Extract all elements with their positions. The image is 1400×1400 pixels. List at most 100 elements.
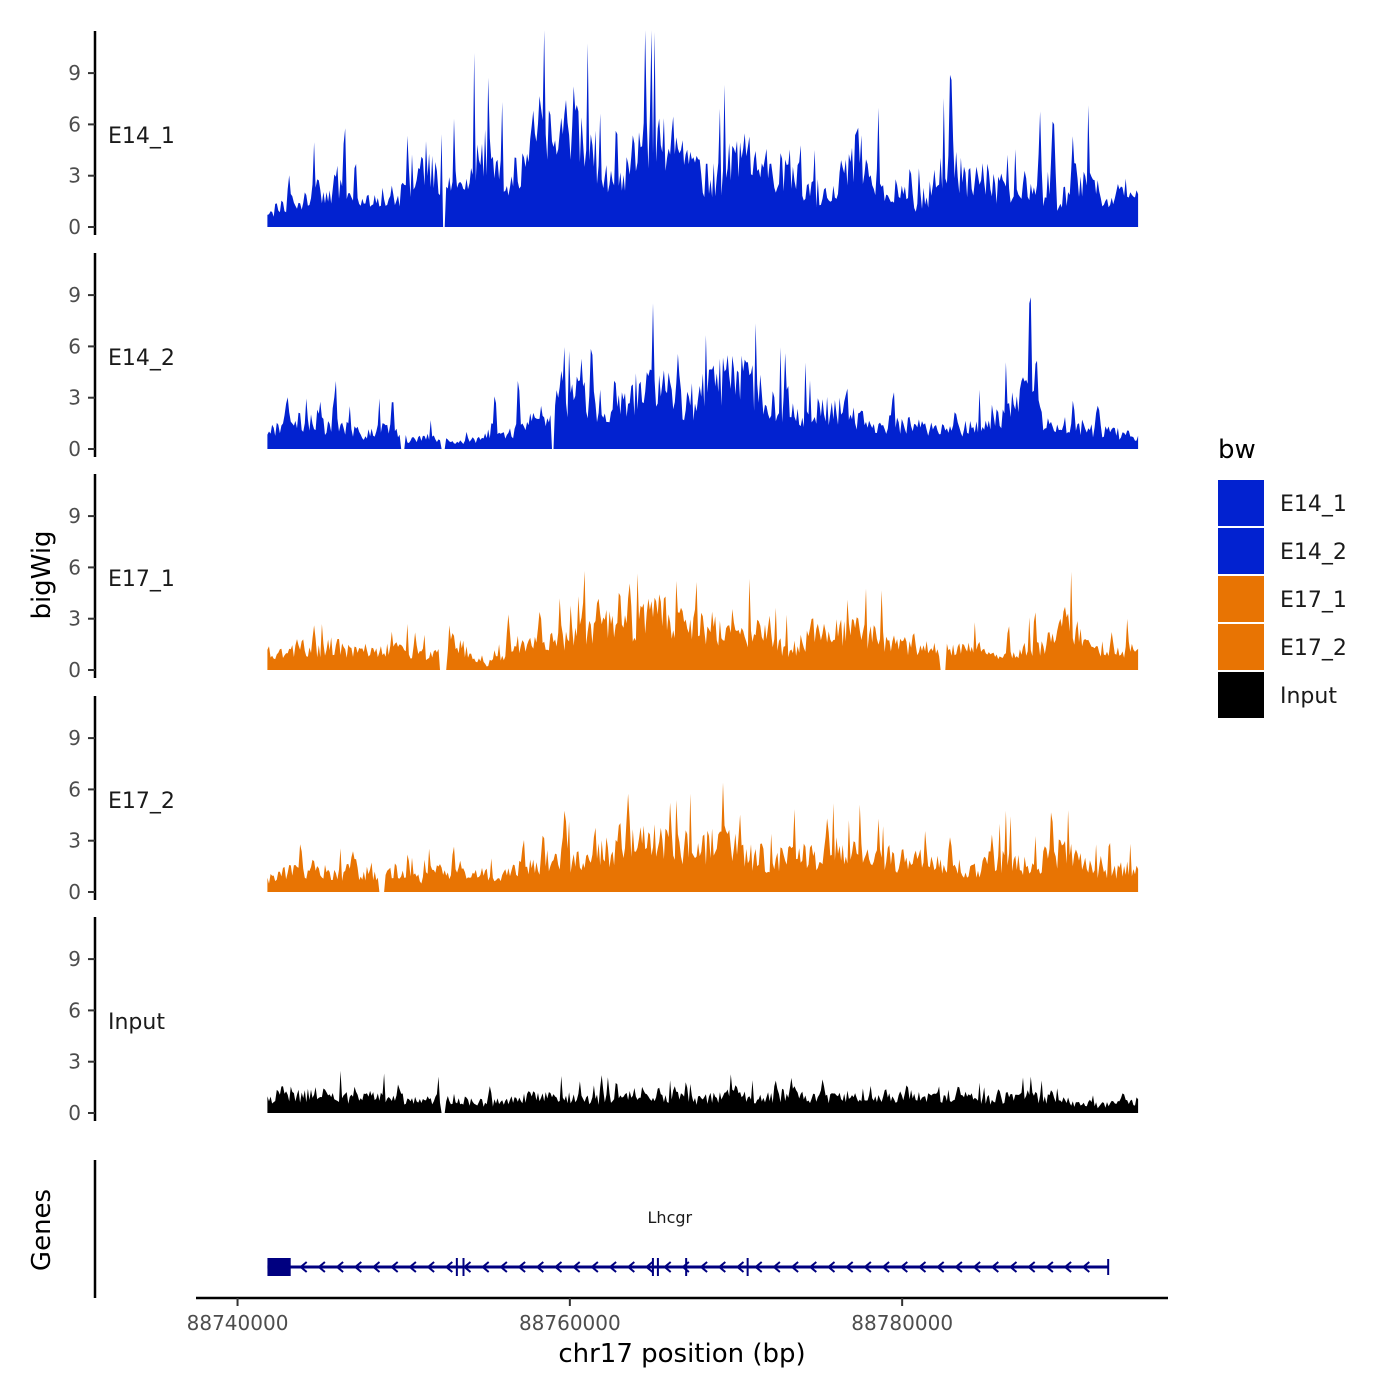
strand-arrow: [754, 1261, 763, 1273]
strand-arrow: [481, 1261, 490, 1273]
strand-arrow: [863, 1261, 872, 1273]
coverage-area: [267, 297, 1139, 449]
legend: bw E14_1 E14_2 E17_1 E17_2 Input: [1218, 435, 1347, 718]
track-label: Input: [108, 1010, 165, 1035]
legend-swatch: [1218, 624, 1264, 670]
y-tick-label: 9: [68, 283, 81, 307]
strand-arrow: [553, 1261, 563, 1273]
tracks-layer: 0 3 6 9 E14_1 0 3 6 9 E14_2 0 3 6 9 E17_1 0 3 6 9 E17_2 0 3 6 9…: [68, 30, 1139, 1125]
y-tick-label: 3: [68, 386, 81, 410]
strand-arrow: [1063, 1261, 1072, 1273]
strand-arrow: [1027, 1261, 1036, 1273]
strand-arrow: [1081, 1261, 1090, 1273]
track-e17-2: 0 3 6 9 E17_2: [68, 696, 1139, 904]
strand-arrow: [444, 1261, 453, 1273]
strand-arrow: [917, 1261, 927, 1273]
x-axis-title: chr17 position (bp): [558, 1339, 805, 1369]
track-label: E14_1: [108, 124, 175, 149]
y-tick-label: 6: [68, 777, 81, 801]
y-tick-label: 3: [68, 1050, 81, 1074]
strand-arrow: [735, 1261, 745, 1273]
x-tick-label: 88740000: [187, 1311, 289, 1335]
track-e14-1: 0 3 6 9 E14_1: [68, 30, 1139, 239]
coverage-area: [267, 571, 1139, 670]
y-tick-label: 3: [68, 607, 81, 631]
strand-arrow: [390, 1261, 399, 1273]
strand-arrow: [426, 1261, 435, 1273]
legend-label: Input: [1280, 684, 1337, 709]
x-tick-label: 88780000: [851, 1311, 953, 1335]
y-tick-label: 3: [68, 829, 81, 853]
track-input: 0 3 6 9 Input: [68, 917, 1139, 1125]
strand-arrow: [717, 1261, 726, 1273]
y-tick-label: 0: [68, 437, 81, 461]
legend-swatch: [1218, 480, 1264, 526]
track-e17-1: 0 3 6 9 E17_1: [68, 474, 1139, 682]
strand-arrow: [881, 1261, 890, 1273]
y-tick-label: 6: [68, 112, 81, 136]
strand-arrow: [517, 1261, 526, 1273]
strand-arrow: [954, 1261, 963, 1273]
y-axis-title-bigwig: bigWig: [27, 530, 57, 619]
strand-arrow: [608, 1261, 617, 1273]
strand-arrow: [335, 1261, 344, 1273]
y-axis-title-genes: Genes: [27, 1189, 57, 1271]
strand-arrow: [826, 1261, 836, 1273]
strand-arrow: [936, 1261, 945, 1273]
track-e14-2: 0 3 6 9 E14_2: [68, 253, 1139, 461]
strand-arrow: [990, 1261, 999, 1273]
y-tick-label: 9: [68, 947, 81, 971]
strand-arrow: [499, 1261, 508, 1273]
y-tick-label: 9: [68, 726, 81, 750]
y-tick-label: 0: [68, 215, 81, 239]
y-tick-label: 9: [68, 61, 81, 85]
strand-arrow: [1045, 1261, 1054, 1273]
legend-swatch: [1218, 672, 1264, 718]
strand-arrow: [699, 1261, 708, 1273]
strand-arrow: [845, 1261, 854, 1273]
y-tick-label: 0: [68, 1101, 81, 1125]
strand-arrow: [972, 1261, 981, 1273]
x-tick-label: 88760000: [519, 1311, 621, 1335]
strand-arrow: [371, 1261, 381, 1273]
y-tick-label: 6: [68, 998, 81, 1022]
track-label: E14_2: [108, 346, 175, 371]
strand-arrow: [626, 1261, 635, 1273]
y-tick-label: 6: [68, 555, 81, 579]
legend-swatch: [1218, 576, 1264, 622]
coverage-area: [267, 782, 1139, 892]
coverage-area: [267, 30, 1139, 227]
legend-label: E17_1: [1280, 588, 1347, 613]
x-axis: 88740000 88760000 88780000: [187, 1296, 1168, 1335]
y-tick-label: 9: [68, 504, 81, 528]
y-tick-label: 3: [68, 164, 81, 188]
legend-label: E17_2: [1280, 636, 1347, 661]
genes-layer: Lhcgr: [93, 1160, 1110, 1298]
y-tick-label: 0: [68, 880, 81, 904]
strand-arrow: [590, 1261, 599, 1273]
gene-utr-block: [267, 1258, 291, 1276]
strand-arrow: [408, 1261, 417, 1273]
strand-arrow: [299, 1261, 308, 1273]
strand-arrow: [899, 1261, 908, 1273]
strand-arrow: [644, 1261, 654, 1273]
strand-arrow: [535, 1261, 544, 1273]
gene-label: Lhcgr: [648, 1208, 693, 1227]
coverage-area: [267, 1070, 1139, 1113]
y-tick-label: 6: [68, 334, 81, 358]
track-label: E17_2: [108, 789, 175, 814]
legend-swatch: [1218, 528, 1264, 574]
track-label: E17_1: [108, 567, 175, 592]
legend-label: E14_2: [1280, 540, 1347, 565]
strand-arrow: [317, 1261, 326, 1273]
strand-arrow: [772, 1261, 781, 1273]
gene-lhcgr: Lhcgr: [267, 1208, 1110, 1276]
legend-title: bw: [1218, 435, 1256, 465]
strand-arrow: [663, 1261, 672, 1273]
strand-arrow: [790, 1261, 799, 1273]
y-tick-label: 0: [68, 658, 81, 682]
legend-label: E14_1: [1280, 492, 1347, 517]
strand-arrow: [1008, 1261, 1018, 1273]
strand-arrow: [808, 1261, 817, 1273]
